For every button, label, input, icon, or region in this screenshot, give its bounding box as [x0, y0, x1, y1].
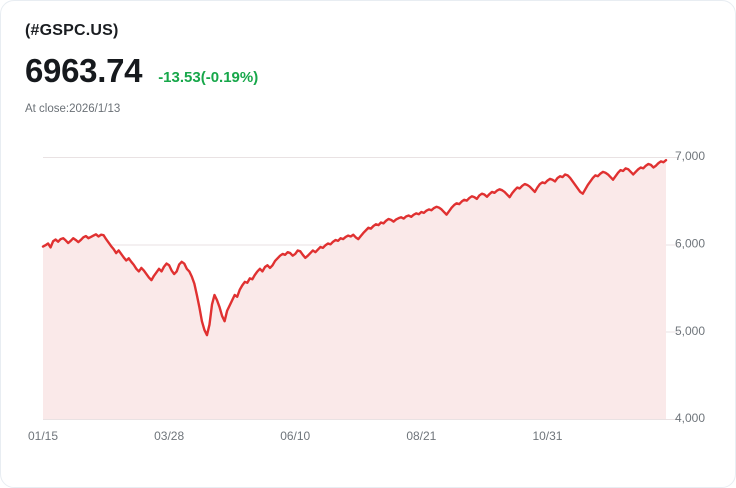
y-axis-tick-label: 6,000 — [675, 237, 705, 251]
y-axis-tick-label: 7,000 — [675, 149, 705, 163]
price-line — [41, 158, 668, 337]
price-chart[interactable]: 7,000 6,000 5,000 4,000 01/15 03/28 06/10 08/2… — [1, 141, 736, 488]
x-axis-tick-label: 03/28 — [154, 429, 184, 443]
price-change: -13.53(-0.19%) — [158, 69, 259, 86]
last-price: 6963.74 — [25, 52, 143, 89]
chart-canvas[interactable]: 7,000 6,000 5,000 4,000 01/15 03/28 06/10 08/2… — [1, 141, 736, 488]
quote-row: 6963.74 -13.53(-0.19%) — [25, 52, 625, 90]
x-axis-tick-label: 06/10 — [280, 429, 310, 443]
y-axis-labels: 7,000 6,000 5,000 4,000 — [675, 149, 705, 425]
y-axis-tick-label: 5,000 — [675, 324, 705, 338]
y-axis-tick-label: 4,000 — [675, 411, 705, 425]
x-axis-tick-label: 01/15 — [28, 429, 58, 443]
market-status: At close:2026/1/13 — [25, 103, 121, 115]
area-fill — [43, 160, 666, 420]
x-axis-tick-label: 08/21 — [406, 429, 436, 443]
symbol-label: (#GSPC.US) — [25, 22, 119, 39]
quote-header: (#GSPC.US) 6963.74 -13.53(-0.19%) At clo… — [25, 21, 625, 116]
x-axis-tick-label: 10/31 — [532, 429, 562, 443]
x-axis-labels: 01/15 03/28 06/10 08/21 10/31 — [28, 429, 563, 443]
